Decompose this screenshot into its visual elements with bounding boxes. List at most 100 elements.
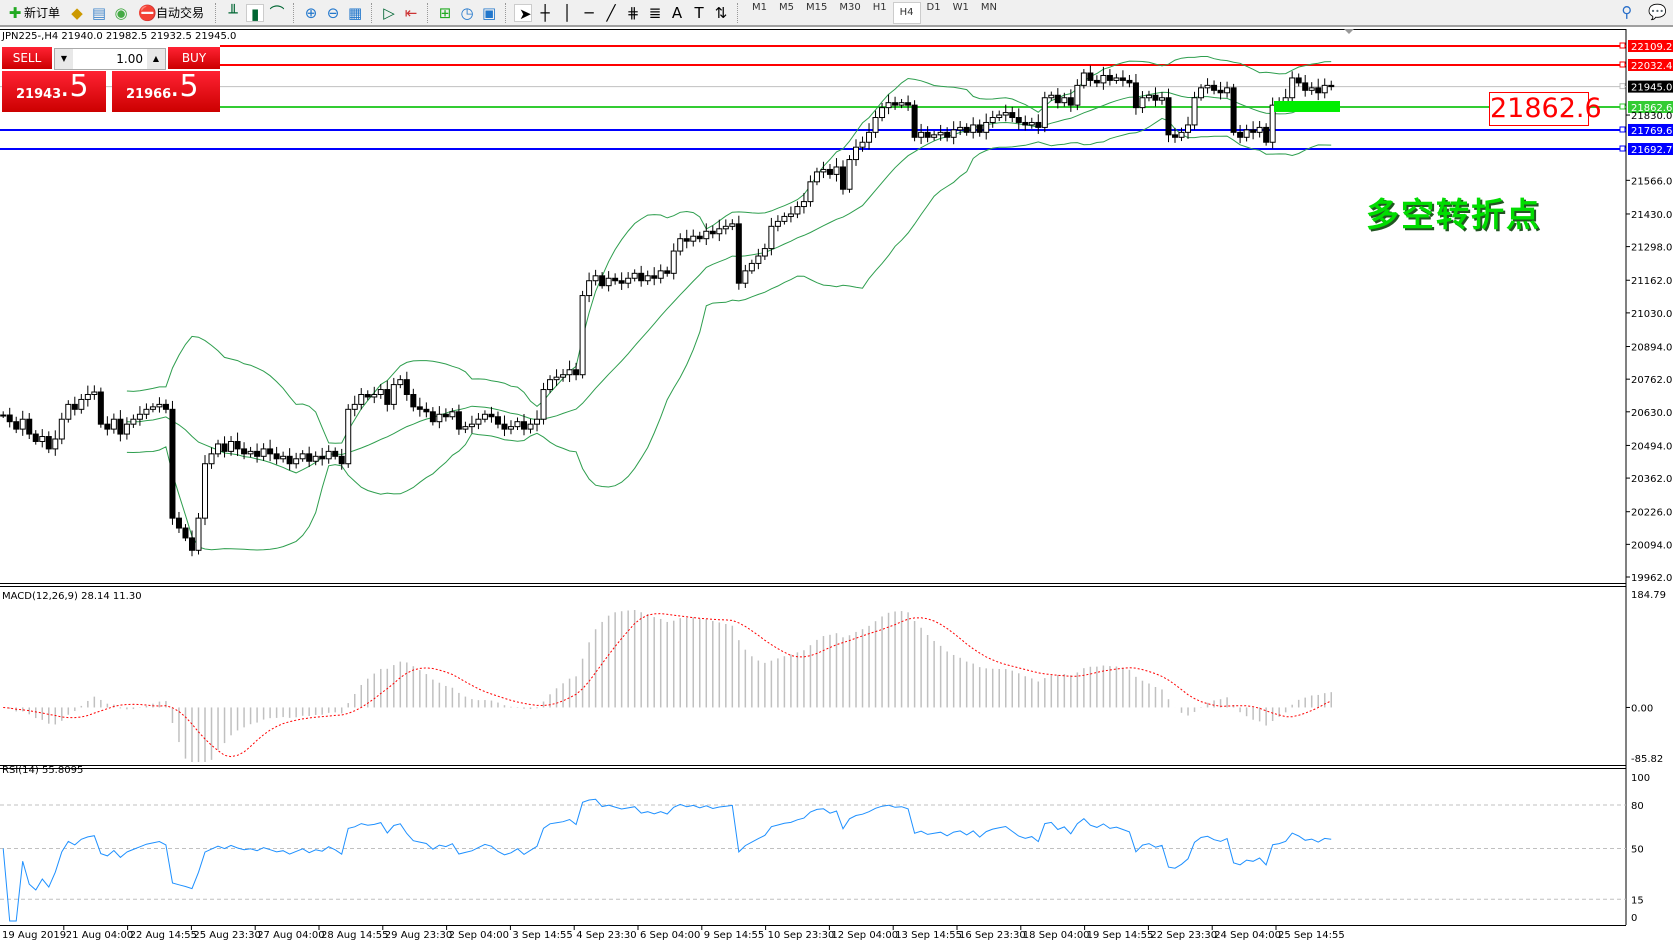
bearish-candle <box>709 230 716 235</box>
price-axis-label: 19962.0 <box>1631 573 1672 584</box>
bullish-candle <box>996 114 1003 119</box>
rsi-axis-label: 15 <box>1631 895 1644 906</box>
price-label-annotation[interactable]: 21862.6 <box>1489 92 1602 126</box>
bearish-candle <box>1067 97 1074 106</box>
bullish-candle <box>989 117 996 123</box>
lot-increase-button[interactable]: ▲ <box>147 49 165 69</box>
bullish-candle <box>566 369 573 376</box>
line-chart-icon[interactable]: ⌒ <box>269 3 285 22</box>
chart-canvas[interactable]: 22109.222032.421945.021862.621830.021769… <box>0 29 1673 947</box>
bullish-candle <box>507 426 514 430</box>
timeframe-h1[interactable]: H1 <box>872 1 887 13</box>
bullish-candle <box>781 215 788 222</box>
lot-decrease-button[interactable]: ▼ <box>55 49 73 69</box>
bearish-candle <box>241 448 248 455</box>
bullish-candle <box>787 213 794 217</box>
bearish-candle <box>1165 97 1172 136</box>
timeframe-m30[interactable]: M30 <box>839 1 861 13</box>
bullish-candle <box>592 275 599 282</box>
time-axis-label: 4 Sep 23:30 <box>576 930 636 941</box>
lot-input[interactable]: 1.00 <box>116 52 143 66</box>
vertical-line-icon[interactable]: │ <box>562 3 572 22</box>
bearish-candle <box>175 517 182 529</box>
horizontal-line-icon[interactable]: ─ <box>584 3 594 22</box>
bearish-candle <box>924 131 931 138</box>
tile-windows-icon[interactable]: ▦ <box>347 3 363 22</box>
timeframes-bar: M1 M5 M15 M30 H1 H4 D1 W1 MN <box>746 1 1003 24</box>
navigator-icon[interactable]: ▤ <box>91 3 107 22</box>
bullish-candle <box>755 255 762 264</box>
time-axis-label: 25 Sep 14:55 <box>1278 930 1345 941</box>
timeframe-mn[interactable]: MN <box>980 1 997 13</box>
bullish-candle <box>722 225 729 230</box>
sell-button[interactable]: SELL <box>2 47 52 69</box>
bullish-candle <box>208 453 215 465</box>
candle-chart-icon[interactable]: ▮ <box>246 3 265 23</box>
price-axis-label: 21298.0 <box>1631 243 1672 254</box>
bullish-candle <box>950 129 957 138</box>
timeframe-m15[interactable]: M15 <box>806 1 828 13</box>
signals-icon[interactable]: ◉ <box>114 3 128 22</box>
zoom-in-icon[interactable]: ⊕ <box>304 3 318 22</box>
buy-button-label[interactable]: BUY <box>168 47 220 69</box>
sell-price-button[interactable]: 21943 .5 <box>2 69 106 112</box>
bearish-candle <box>332 450 339 457</box>
chart-shift-icon[interactable]: ⇤ <box>404 3 418 22</box>
market-watch-icon[interactable]: ◆ <box>71 3 83 22</box>
sell-price-pips: .5 <box>60 69 89 104</box>
zoom-out-icon[interactable]: ⊖ <box>326 3 340 22</box>
bearish-candle <box>1152 94 1159 101</box>
one-click-trading-panel: SELL ▼ 1.00 ▲ BUY 21943 .5 21966 .5 <box>2 47 220 112</box>
bearish-candle <box>638 272 645 282</box>
time-axis-label: 2 Sep 04:00 <box>449 930 509 941</box>
bullish-candle <box>215 443 222 455</box>
autoscroll-icon[interactable]: ▷ <box>383 3 395 22</box>
arrows-icon[interactable]: ⇅ <box>714 3 728 22</box>
bullish-candle <box>833 166 840 175</box>
indicators-icon[interactable]: ⊞ <box>438 3 452 22</box>
chart-header: JPN225-,H4 21940.0 21982.5 21932.5 21945… <box>2 31 237 42</box>
periods-icon[interactable]: ◷ <box>460 3 474 22</box>
time-axis-label: 19 Aug 2019 <box>2 930 66 941</box>
timeframe-m5[interactable]: M5 <box>779 1 795 13</box>
fibonacci-icon[interactable]: ≣ <box>648 3 662 22</box>
timeframe-d1[interactable]: D1 <box>926 1 941 13</box>
timeframe-m1[interactable]: M1 <box>752 1 768 13</box>
bullish-candle <box>605 277 612 287</box>
level-handle <box>1619 83 1626 90</box>
bearish-candle <box>455 411 462 430</box>
text-label-icon[interactable]: T <box>694 3 704 22</box>
bullish-candle <box>1178 131 1185 138</box>
time-axis-label: 3 Sep 14:55 <box>512 930 572 941</box>
price-axis-label: 20226.0 <box>1631 508 1672 519</box>
bullish-candle <box>859 141 866 148</box>
bearish-candle <box>221 443 228 452</box>
bullish-candle <box>1048 94 1055 99</box>
bullish-candle <box>527 423 534 430</box>
auto-trading-button[interactable]: ⛔ 自动交易 <box>134 2 208 24</box>
sell-price-main: 21943 <box>16 87 62 102</box>
chat-icon[interactable]: 💬 <box>1648 3 1667 21</box>
auto-trading-icon: ⛔ <box>138 3 157 22</box>
bullish-candle <box>1289 77 1296 99</box>
price-axis-label: 21566.0 <box>1631 176 1672 187</box>
time-axis-label: 25 Aug 23:30 <box>193 930 260 941</box>
lot-size-stepper[interactable]: ▼ 1.00 ▲ <box>54 48 166 70</box>
timeframe-h4[interactable]: H4 <box>892 1 921 24</box>
text-icon[interactable]: A <box>671 3 683 22</box>
time-axis-label: 9 Sep 14:55 <box>704 930 764 941</box>
bar-chart-icon[interactable]: ╨ <box>228 3 238 22</box>
equidistant-channel-icon[interactable]: ⋕ <box>626 3 640 22</box>
templates-icon[interactable]: ▣ <box>481 3 497 22</box>
bullish-candle <box>156 403 163 408</box>
bullish-candle <box>547 379 554 391</box>
cursor-icon[interactable]: ➤ <box>514 3 533 23</box>
timeframe-w1[interactable]: W1 <box>952 1 969 13</box>
trendline-icon[interactable]: ╱ <box>606 3 616 22</box>
search-icon[interactable]: ⚲ <box>1621 3 1633 21</box>
buy-price-button[interactable]: 21966 .5 <box>112 69 220 112</box>
bearish-candle <box>1132 82 1139 109</box>
bullish-candle <box>879 107 886 119</box>
crosshair-icon[interactable]: ┼ <box>540 3 550 22</box>
new-order-button[interactable]: ✚ 新订单 <box>2 2 64 24</box>
